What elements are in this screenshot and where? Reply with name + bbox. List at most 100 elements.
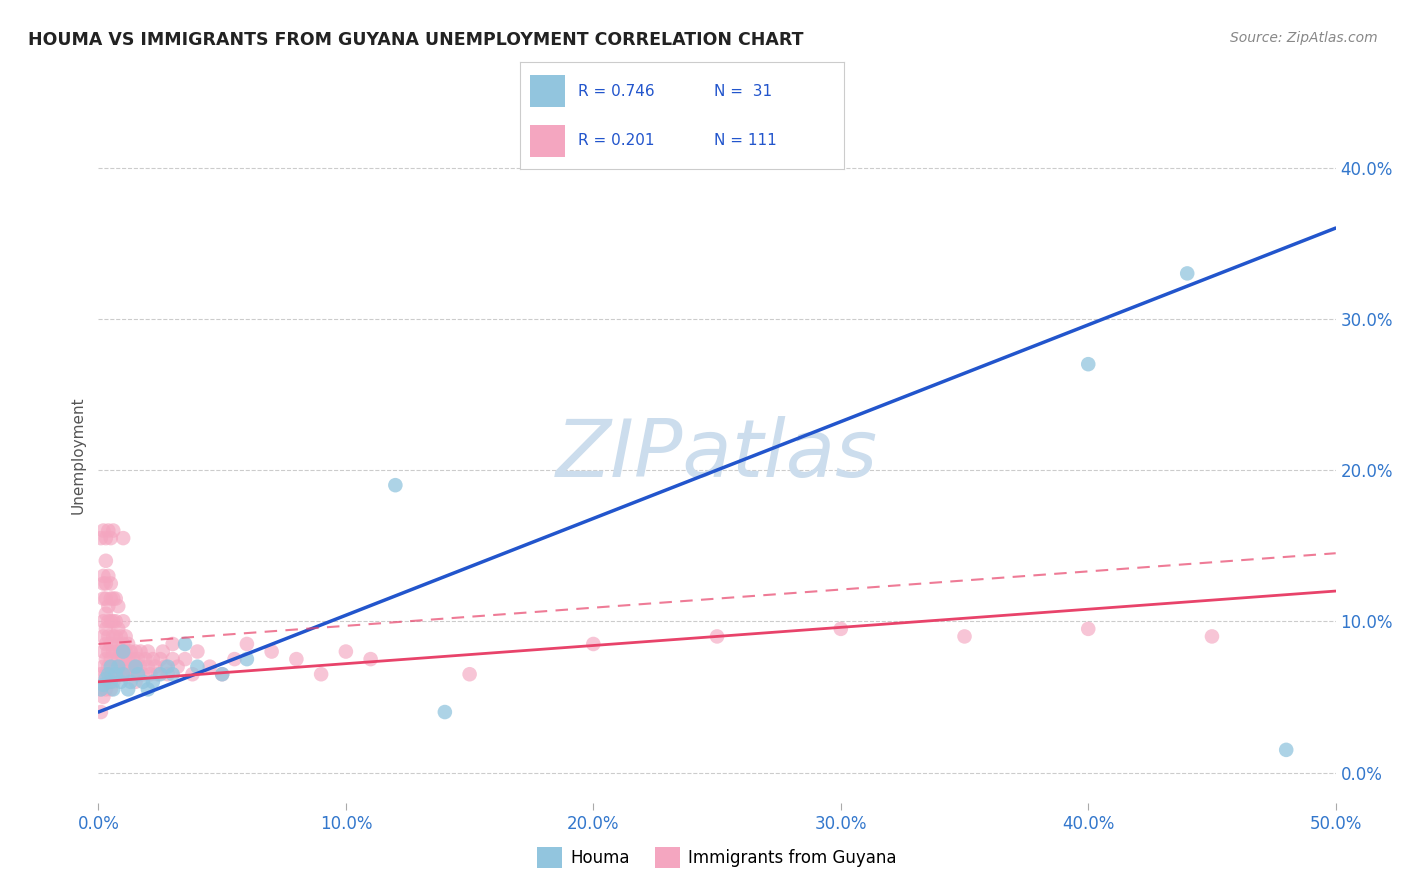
- Point: [100, 576, 122, 591]
- Point: [103, 644, 125, 658]
- Point: [186, 644, 208, 658]
- Point: [112, 667, 135, 681]
- Point: [1201, 629, 1223, 643]
- Point: [117, 682, 139, 697]
- Point: [117, 637, 139, 651]
- Point: [129, 644, 152, 658]
- Point: [211, 667, 233, 681]
- Point: [224, 652, 246, 666]
- Point: [285, 652, 308, 666]
- Point: [127, 667, 149, 681]
- Point: [142, 674, 165, 689]
- Point: [94, 672, 117, 686]
- Legend: Houma, Immigrants from Guyana: Houma, Immigrants from Guyana: [530, 841, 904, 874]
- Point: [97, 524, 120, 538]
- Point: [335, 644, 357, 658]
- Point: [112, 644, 135, 658]
- Point: [236, 652, 259, 666]
- Point: [97, 659, 120, 673]
- Point: [114, 659, 136, 673]
- Point: [114, 629, 136, 643]
- Text: N =  31: N = 31: [714, 84, 772, 99]
- Point: [112, 637, 135, 651]
- Point: [124, 674, 146, 689]
- Point: [94, 652, 117, 666]
- Point: [706, 629, 728, 643]
- Point: [953, 629, 976, 643]
- Point: [100, 674, 122, 689]
- Point: [100, 615, 122, 629]
- Point: [110, 644, 132, 658]
- Point: [97, 644, 120, 658]
- Point: [174, 637, 197, 651]
- Point: [107, 599, 129, 614]
- Point: [103, 682, 125, 697]
- Point: [94, 576, 117, 591]
- Point: [110, 659, 132, 673]
- Point: [129, 659, 152, 673]
- Point: [93, 644, 115, 658]
- Point: [94, 591, 117, 606]
- Point: [110, 629, 132, 643]
- Point: [107, 622, 129, 636]
- Point: [122, 667, 145, 681]
- Point: [103, 524, 125, 538]
- Point: [112, 652, 135, 666]
- Point: [107, 667, 129, 681]
- Point: [90, 667, 112, 681]
- Point: [94, 554, 117, 568]
- Point: [97, 629, 120, 643]
- Point: [458, 667, 481, 681]
- Point: [152, 644, 174, 658]
- Text: N = 111: N = 111: [714, 133, 778, 148]
- Point: [156, 667, 179, 681]
- Text: HOUMA VS IMMIGRANTS FROM GUYANA UNEMPLOYMENT CORRELATION CHART: HOUMA VS IMMIGRANTS FROM GUYANA UNEMPLOY…: [28, 31, 804, 49]
- Point: [136, 682, 159, 697]
- Point: [100, 682, 122, 697]
- Point: [136, 644, 159, 658]
- Point: [104, 667, 127, 681]
- Point: [142, 652, 165, 666]
- Point: [112, 531, 135, 545]
- Point: [93, 678, 115, 692]
- Point: [93, 629, 115, 643]
- Point: [1077, 622, 1099, 636]
- Point: [156, 659, 179, 673]
- Point: [1275, 743, 1298, 757]
- Point: [260, 644, 283, 658]
- Point: [90, 682, 112, 697]
- Point: [162, 652, 184, 666]
- Point: [132, 674, 155, 689]
- Point: [198, 659, 221, 673]
- Point: [100, 591, 122, 606]
- Point: [107, 637, 129, 651]
- Point: [117, 652, 139, 666]
- Point: [94, 667, 117, 681]
- Point: [162, 637, 184, 651]
- Point: [104, 629, 127, 643]
- Point: [149, 667, 172, 681]
- Text: Source: ZipAtlas.com: Source: ZipAtlas.com: [1230, 31, 1378, 45]
- Point: [93, 569, 115, 583]
- Point: [186, 659, 208, 673]
- Point: [166, 659, 188, 673]
- Point: [122, 652, 145, 666]
- Point: [100, 667, 122, 681]
- Point: [103, 591, 125, 606]
- Point: [433, 705, 456, 719]
- Point: [162, 667, 184, 681]
- Point: [136, 659, 159, 673]
- Point: [107, 659, 129, 673]
- Text: R = 0.746: R = 0.746: [578, 84, 655, 99]
- Point: [181, 667, 204, 681]
- Point: [127, 667, 149, 681]
- Point: [830, 622, 852, 636]
- Point: [100, 652, 122, 666]
- Point: [146, 667, 169, 681]
- Point: [124, 659, 146, 673]
- Point: [143, 659, 166, 673]
- Text: R = 0.201: R = 0.201: [578, 133, 655, 148]
- Text: ZIPatlas: ZIPatlas: [555, 416, 879, 494]
- Point: [104, 615, 127, 629]
- Point: [104, 591, 127, 606]
